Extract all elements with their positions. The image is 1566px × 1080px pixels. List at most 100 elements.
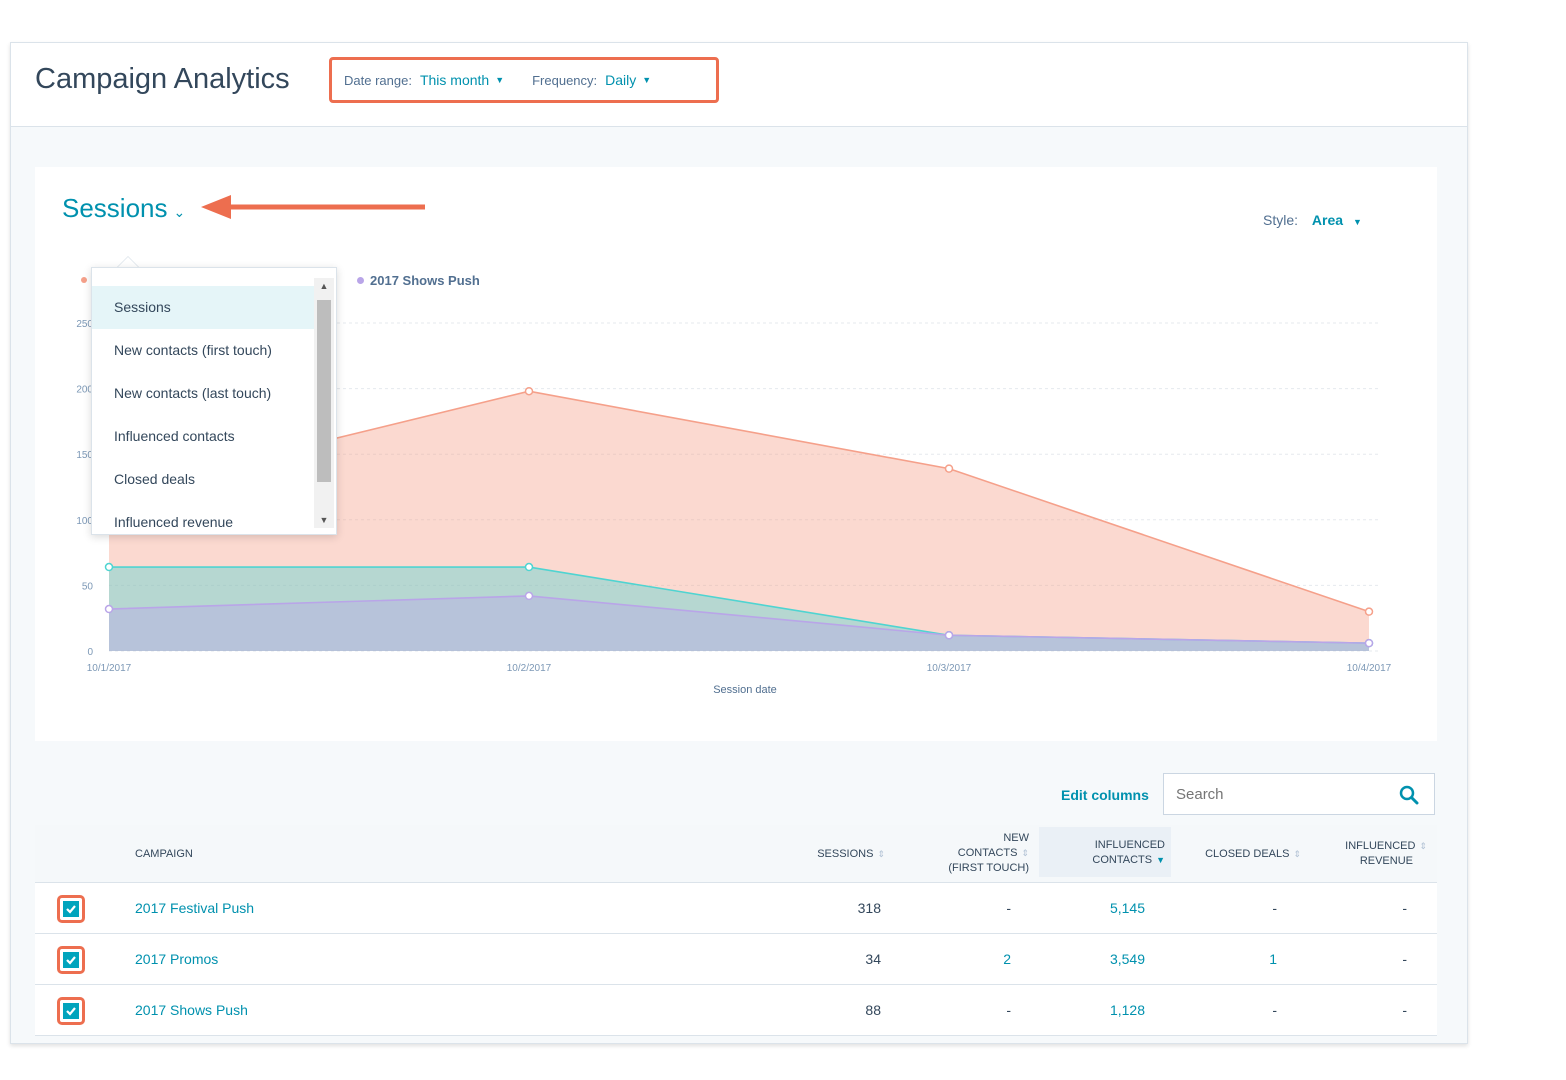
checkmark-icon (63, 1003, 79, 1019)
search-icon[interactable] (1399, 785, 1419, 805)
legend-label: 2017 Shows Push (370, 273, 480, 288)
arrow-annotation-icon (201, 195, 425, 219)
frequency-dropdown[interactable]: Daily (605, 72, 637, 88)
chevron-down-icon[interactable]: ▼ (1352, 217, 1362, 227)
cell-influenced-revenue: - (1402, 951, 1407, 967)
date-range-dropdown[interactable]: This month (419, 72, 490, 88)
dropdown-item[interactable]: Influenced contacts (114, 428, 235, 444)
row-checkbox[interactable] (57, 895, 85, 923)
scroll-up-icon[interactable]: ▲ (319, 281, 329, 291)
column-header-label: CONTACTS (1092, 854, 1153, 866)
column-header-label: CLOSED DEALS (1205, 848, 1290, 860)
sort-icon[interactable]: ⇕ (1021, 848, 1029, 858)
page-header: Campaign Analytics Date range: This mont… (11, 43, 1467, 127)
scroll-thumb[interactable] (317, 300, 331, 482)
cell-new-contacts[interactable]: 2 (1003, 951, 1011, 967)
dropdown-item[interactable]: New contacts (first touch) (114, 342, 272, 358)
data-point[interactable] (524, 562, 534, 572)
style-label: Style: (1263, 212, 1299, 228)
checkmark-icon (63, 952, 79, 968)
table-row[interactable]: 2017 Shows Push 88 - 1,128 - - (35, 985, 1437, 1036)
column-header-label: CAMPAIGN (135, 848, 193, 860)
cell-sessions: 34 (865, 951, 881, 967)
cell-sessions: 318 (857, 900, 881, 916)
campaign-table: CAMPAIGN SESSIONS ⇕ NEW CONTACTS ⇕ (FIRST … (35, 825, 1437, 1036)
cell-closed-deals: - (1272, 1002, 1277, 1018)
column-header-label: INFLUENCED (1094, 839, 1165, 851)
column-header-campaign[interactable]: CAMPAIGN (135, 847, 193, 862)
series-line-2 (108, 595, 1370, 644)
column-header-label: SESSIONS (817, 848, 874, 860)
cell-closed-deals: - (1272, 900, 1277, 916)
sort-icon[interactable]: ⇕ (1293, 849, 1301, 859)
data-point[interactable] (1364, 607, 1374, 616)
style-dropdown[interactable]: Area (1311, 212, 1344, 228)
y-tick-label: 100 (76, 516, 93, 527)
table-body: 2017 Festival Push 318-5,145- -2017 Promos… (35, 883, 1437, 1036)
search-input[interactable] (1163, 773, 1435, 815)
data-point[interactable] (524, 386, 534, 396)
x-axis-ticks: 10/1/2017 10/2/2017 10/3/2017 10/4/2017 (87, 663, 1392, 674)
cell-influenced-contacts[interactable]: 1,128 (1109, 1002, 1145, 1018)
column-header-influenced-contacts[interactable]: INFLUENCED CONTACTS ▼ (1039, 827, 1171, 877)
x-tick-label: 10/2/2017 (507, 663, 552, 674)
legend-item-shows-push[interactable]: 2017 Shows Push (357, 273, 480, 288)
date-range-label: Date range: (344, 72, 412, 88)
column-header-label: NEW (1003, 832, 1029, 844)
row-checkbox[interactable] (57, 997, 85, 1025)
x-tick-label: 10/3/2017 (927, 663, 972, 674)
chart-card: 0 50 100 150 200 250 10/1/2017 10/2/2017 10/3/2… (35, 167, 1437, 741)
cell-new-contacts: - (1006, 900, 1011, 916)
chevron-down-icon[interactable]: ▼ (642, 75, 652, 85)
campaign-name-link[interactable]: 2017 Shows Push (135, 1002, 248, 1018)
cell-influenced-contacts[interactable]: 5,145 (1109, 900, 1145, 916)
series-area-1 (109, 567, 1369, 651)
data-point[interactable] (524, 591, 534, 601)
data-point[interactable] (944, 631, 954, 640)
x-axis-label: Session date (713, 684, 777, 696)
sort-icon[interactable]: ⇕ (1419, 841, 1427, 851)
metric-dropdown-menu: Sessions New contacts (first touch) New co… (91, 267, 337, 535)
cell-closed-deals[interactable]: 1 (1269, 951, 1277, 967)
cell-influenced-contacts[interactable]: 3,549 (1109, 951, 1145, 967)
table-row[interactable]: 2017 Festival Push 318 - 5,145 - - (35, 883, 1437, 934)
cell-new-contacts: - (1006, 1002, 1011, 1018)
metric-selector[interactable]: Sessions ⌄ (62, 193, 185, 224)
dropdown-scrollbar[interactable]: ▲ ▼ (314, 278, 334, 528)
y-tick-label: 50 (82, 581, 94, 592)
metric-title-label: Sessions (62, 193, 168, 223)
dropdown-list: Sessions New contacts (first touch) New co… (92, 286, 314, 534)
column-header-influenced-revenue[interactable]: INFLUENCED ⇕ REVENUE (1305, 839, 1427, 869)
chevron-down-icon[interactable]: ⌄ (173, 204, 186, 220)
scroll-down-icon[interactable]: ▼ (319, 515, 329, 525)
sort-desc-icon[interactable]: ▼ (1156, 855, 1165, 865)
campaign-analytics-window: Campaign Analytics Date range: This mont… (10, 42, 1468, 1044)
data-point[interactable] (944, 464, 954, 473)
checkmark-icon (63, 901, 79, 917)
legend-dot-icon (357, 277, 364, 284)
sort-icon[interactable]: ⇕ (877, 849, 885, 859)
y-axis-ticks: 0 50 100 150 200 250 (76, 319, 93, 658)
column-header-closed-deals[interactable]: CLOSED DEALS ⇕ (1175, 847, 1301, 862)
dropdown-item[interactable]: Influenced revenue (114, 514, 234, 530)
campaign-name-link[interactable]: 2017 Festival Push (135, 900, 255, 916)
chevron-down-icon[interactable]: ▼ (495, 75, 505, 85)
table-row[interactable]: 2017 Promos 34 2 3,549 1 - (35, 934, 1437, 985)
column-header-label: REVENUE (1359, 855, 1413, 867)
series-area-0 (109, 391, 1369, 651)
row-checkbox[interactable] (57, 946, 85, 974)
column-header-sessions[interactable]: SESSIONS ⇕ (775, 847, 885, 862)
data-point[interactable] (104, 604, 114, 614)
dropdown-item[interactable]: New contacts (last touch) (114, 385, 272, 401)
data-point[interactable] (1364, 638, 1374, 648)
dropdown-item[interactable]: Closed deals (114, 471, 195, 487)
dropdown-item[interactable]: Sessions (92, 286, 314, 329)
data-point[interactable] (104, 562, 114, 572)
campaign-name-link[interactable]: 2017 Promos (135, 951, 219, 967)
dropdown-pointer (117, 257, 139, 268)
table-header: CAMPAIGN SESSIONS ⇕ NEW CONTACTS ⇕ (FIRST … (35, 825, 1437, 883)
edit-columns-button[interactable]: Edit columns (1061, 787, 1149, 803)
column-header-new-contacts[interactable]: NEW CONTACTS ⇕ (FIRST TOUCH) (905, 831, 1029, 876)
style-selector[interactable]: Style: Area ▼ (1263, 212, 1362, 228)
cell-influenced-revenue: - (1402, 1002, 1407, 1018)
